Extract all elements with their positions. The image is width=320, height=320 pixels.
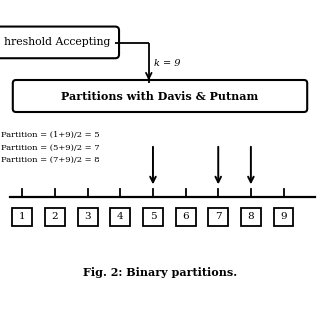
Text: Partition = (5+9)/2 = 7: Partition = (5+9)/2 = 7 — [1, 143, 99, 151]
Text: hreshold Accepting: hreshold Accepting — [4, 37, 111, 47]
FancyBboxPatch shape — [274, 208, 293, 226]
Text: 2: 2 — [52, 212, 58, 221]
Text: 6: 6 — [182, 212, 189, 221]
FancyBboxPatch shape — [45, 208, 65, 226]
FancyBboxPatch shape — [241, 208, 261, 226]
Text: Fig. 2: Binary partitions.: Fig. 2: Binary partitions. — [83, 267, 237, 277]
FancyBboxPatch shape — [0, 27, 119, 58]
FancyBboxPatch shape — [208, 208, 228, 226]
Text: Partitions with Davis & Putnam: Partitions with Davis & Putnam — [61, 91, 259, 101]
FancyBboxPatch shape — [143, 208, 163, 226]
FancyBboxPatch shape — [110, 208, 130, 226]
FancyBboxPatch shape — [176, 208, 196, 226]
Text: Partition = (1+9)/2 = 5: Partition = (1+9)/2 = 5 — [1, 131, 99, 139]
FancyBboxPatch shape — [12, 208, 32, 226]
Text: k = 9: k = 9 — [154, 60, 180, 68]
Text: 4: 4 — [117, 212, 124, 221]
FancyBboxPatch shape — [78, 208, 98, 226]
Text: Partition = (7+9)/2 = 8: Partition = (7+9)/2 = 8 — [1, 156, 99, 164]
Text: 5: 5 — [150, 212, 156, 221]
Text: 7: 7 — [215, 212, 221, 221]
Text: 9: 9 — [280, 212, 287, 221]
FancyBboxPatch shape — [13, 80, 307, 112]
Text: 1: 1 — [19, 212, 26, 221]
Text: 8: 8 — [248, 212, 254, 221]
Text: 3: 3 — [84, 212, 91, 221]
